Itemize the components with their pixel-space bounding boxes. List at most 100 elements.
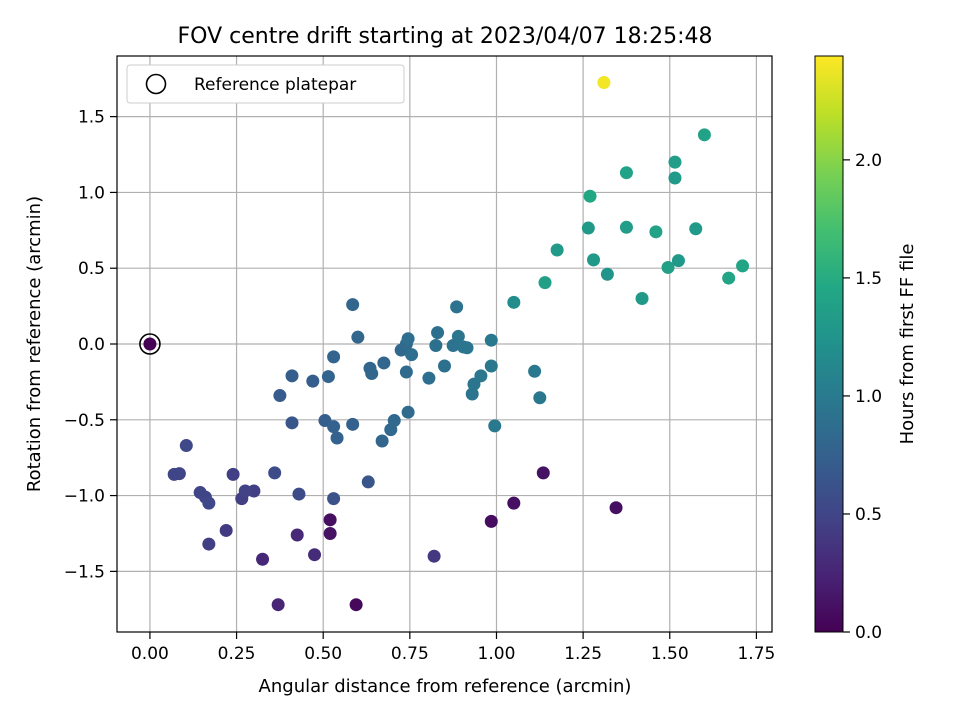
data-point <box>323 513 337 527</box>
x-tick-label: 1.00 <box>478 644 516 664</box>
y-tick-label: 1.0 <box>78 183 105 203</box>
data-points <box>139 76 750 612</box>
data-point <box>661 260 675 274</box>
data-point <box>308 548 322 562</box>
data-point <box>226 467 240 481</box>
chart-title: FOV centre drift starting at 2023/04/07 … <box>178 24 713 49</box>
data-point <box>321 370 335 384</box>
data-point <box>507 496 521 510</box>
data-point <box>202 537 216 551</box>
data-point <box>736 259 750 273</box>
x-tick-label: 1.75 <box>737 644 775 664</box>
data-point <box>533 391 547 405</box>
x-tick-label: 0.00 <box>131 644 169 664</box>
data-point <box>285 369 299 383</box>
data-point <box>143 337 157 351</box>
data-point <box>422 371 436 385</box>
data-point <box>290 528 304 542</box>
x-tick-label: 1.50 <box>651 644 689 664</box>
data-point <box>285 416 299 430</box>
data-point <box>484 359 498 373</box>
data-point <box>401 332 415 346</box>
data-point <box>722 271 736 285</box>
data-point <box>323 526 337 540</box>
data-point <box>399 365 413 379</box>
y-tick-label: −0.5 <box>64 411 105 431</box>
data-point <box>600 267 614 281</box>
data-point <box>202 496 216 510</box>
x-tick-label: 0.50 <box>304 644 342 664</box>
data-point <box>327 350 341 364</box>
data-point <box>401 405 415 419</box>
data-point <box>179 439 193 453</box>
data-point <box>271 598 285 612</box>
y-tick-label: 0.0 <box>78 335 105 355</box>
y-axis-label: Rotation from reference (arcmin) <box>24 196 45 492</box>
data-point <box>219 523 233 537</box>
data-point <box>671 254 685 268</box>
data-point <box>346 298 360 312</box>
x-axis-ticks: 0.00 0.25 0.50 0.75 1.00 1.25 1.50 1.75 <box>131 632 775 664</box>
y-tick-label: 0.5 <box>78 259 105 279</box>
data-point <box>619 220 633 234</box>
data-point <box>273 389 287 403</box>
y-tick-label: 1.5 <box>78 108 105 128</box>
data-point <box>377 356 391 370</box>
colorbar-tick-label: 1.0 <box>855 387 882 407</box>
x-tick-label: 1.25 <box>564 644 602 664</box>
colorbar-label: Hours from first FF file <box>897 244 918 445</box>
legend: Reference platepar <box>126 64 405 104</box>
data-point <box>635 292 649 306</box>
data-point <box>597 76 611 90</box>
data-point <box>668 155 682 169</box>
data-point <box>292 487 306 501</box>
data-point <box>405 348 419 362</box>
data-point <box>587 253 601 267</box>
y-tick-label: −1.0 <box>64 487 105 507</box>
data-point <box>484 514 498 528</box>
colorbar-tick-label: 0.5 <box>855 505 882 525</box>
data-point <box>668 171 682 185</box>
data-point <box>268 466 282 480</box>
data-point <box>172 467 186 481</box>
data-point <box>609 501 623 515</box>
reference-platepar-marker <box>139 333 161 355</box>
data-point <box>306 374 320 388</box>
data-point <box>528 364 542 378</box>
data-point <box>387 414 401 428</box>
data-point <box>507 295 521 309</box>
y-axis-ticks: −1.5 −1.0 −0.5 0.0 0.5 1.0 1.5 <box>64 108 117 582</box>
data-point <box>427 549 441 563</box>
data-point <box>351 330 365 344</box>
data-point <box>327 492 341 506</box>
colorbar-tick-label: 2.0 <box>855 151 882 171</box>
colorbar: 0.0 0.5 1.0 1.5 2.0 Hours from first FF file <box>814 55 918 643</box>
data-point <box>451 329 465 343</box>
colorbar-ticks: 0.0 0.5 1.0 1.5 2.0 <box>843 151 882 643</box>
colorbar-gradient <box>814 55 844 633</box>
legend-marker-reference <box>145 73 167 95</box>
data-point <box>256 552 270 566</box>
data-point <box>450 300 464 314</box>
data-point <box>349 598 363 612</box>
data-point <box>474 369 488 383</box>
data-point <box>361 475 375 489</box>
grid-lines <box>117 56 772 632</box>
data-point <box>429 339 443 353</box>
data-point <box>581 221 595 235</box>
colorbar-tick-label: 0.0 <box>855 623 882 643</box>
colorbar-tick-label: 1.5 <box>855 269 882 289</box>
data-point <box>689 222 703 236</box>
data-point <box>330 431 344 445</box>
data-point <box>438 359 451 373</box>
data-point <box>238 484 252 498</box>
data-point <box>550 243 564 257</box>
x-tick-label: 0.75 <box>391 644 429 664</box>
data-point <box>484 333 498 347</box>
data-point <box>465 387 479 401</box>
x-axis-label: Angular distance from reference (arcmin) <box>259 676 632 697</box>
x-tick-label: 0.25 <box>218 644 256 664</box>
data-point <box>697 128 711 142</box>
data-point <box>365 367 379 381</box>
